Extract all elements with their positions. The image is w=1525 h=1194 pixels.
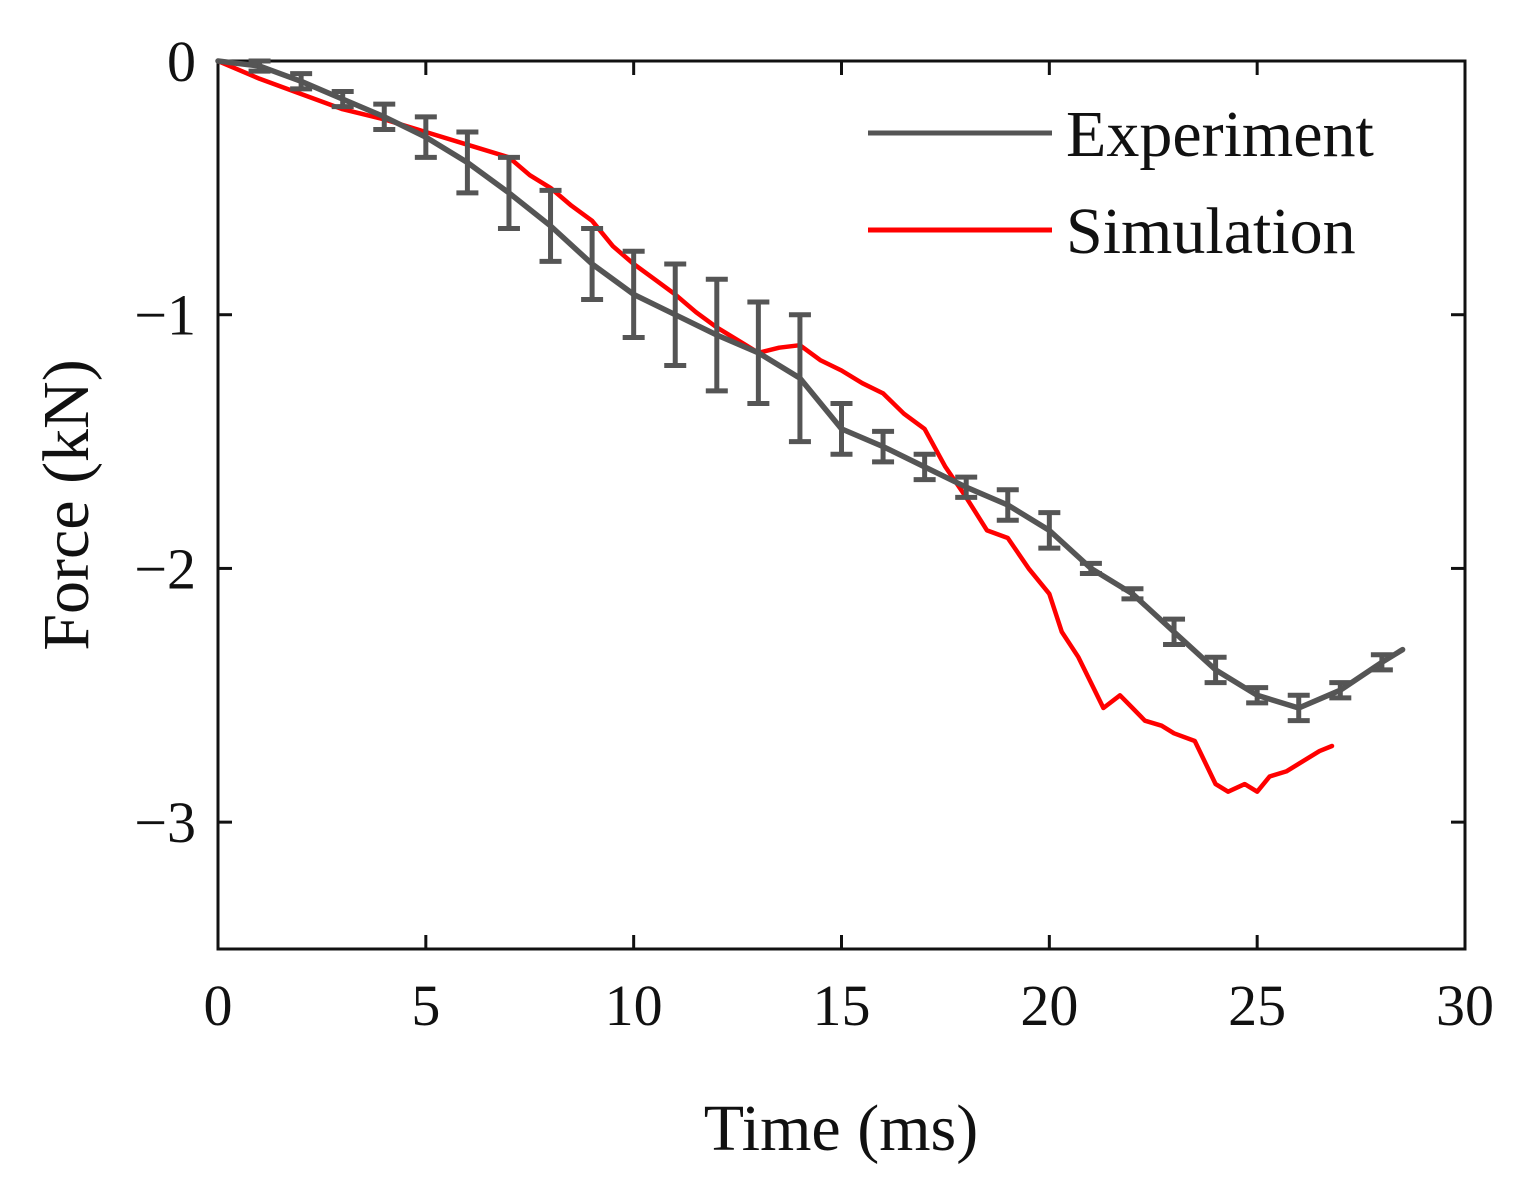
x-axis-title: Time (ms) — [704, 1092, 978, 1165]
series-layer — [215, 58, 1406, 794]
x-tick-label: 15 — [813, 973, 871, 1038]
legend-label-simulation: Simulation — [1066, 195, 1356, 268]
x-tick-label: 20 — [1020, 973, 1078, 1038]
legend-label-experiment: Experiment — [1066, 98, 1374, 171]
x-tick-label: 5 — [411, 973, 440, 1038]
x-tick-label: 10 — [605, 973, 663, 1038]
ticks-group — [216, 59, 1467, 949]
y-tick-label: −3 — [134, 790, 196, 855]
x-tick-label: 30 — [1436, 973, 1494, 1038]
series-line-simulation — [215, 58, 1335, 794]
legend: Experiment Simulation — [868, 98, 1374, 268]
y-tick-label: −2 — [134, 536, 196, 601]
y-tick-label: 0 — [167, 29, 196, 94]
x-tick-label: 0 — [204, 973, 233, 1038]
x-tick-label: 25 — [1228, 973, 1286, 1038]
y-tick-labels: 0 −1 −2 −3 — [134, 29, 196, 855]
y-axis-title: Force (kN) — [30, 359, 103, 650]
y-tick-label: −1 — [134, 283, 196, 348]
x-tick-labels: 0 5 10 15 20 25 30 — [204, 973, 1495, 1038]
series-line-experiment — [215, 58, 1406, 711]
